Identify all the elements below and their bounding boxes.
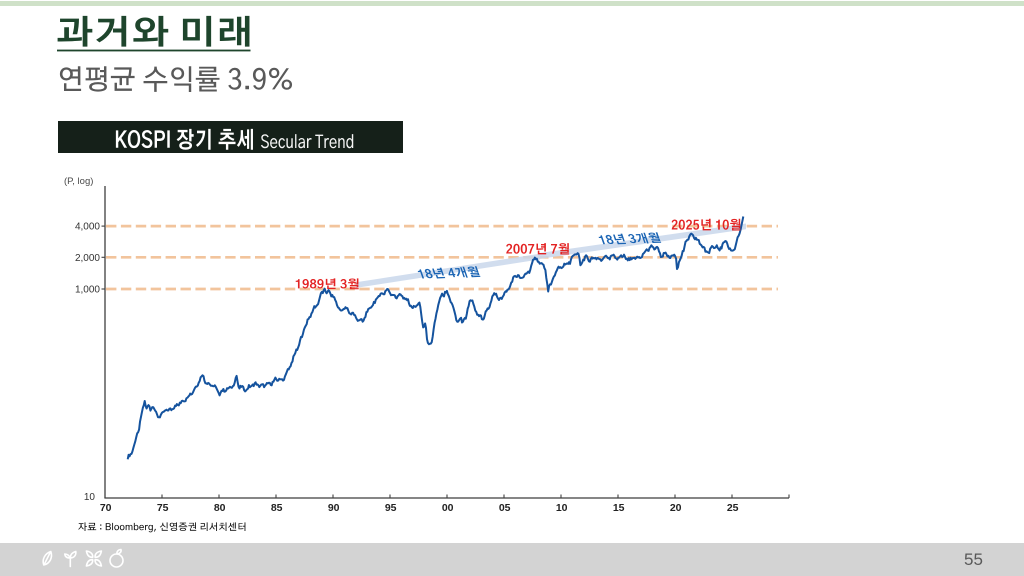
- svg-text:95: 95: [385, 502, 397, 514]
- svg-text:20: 20: [670, 502, 682, 514]
- svg-text:2,000: 2,000: [75, 253, 100, 264]
- svg-text:(P, log): (P, log): [64, 176, 93, 187]
- svg-text:05: 05: [499, 502, 511, 514]
- svg-text:85: 85: [271, 502, 283, 514]
- svg-text:15: 15: [613, 502, 625, 514]
- svg-text:10: 10: [84, 492, 96, 503]
- svg-text:90: 90: [328, 502, 340, 514]
- svg-text:1,000: 1,000: [75, 285, 100, 296]
- svg-text:80: 80: [214, 502, 226, 514]
- svg-text:75: 75: [157, 502, 169, 514]
- svg-text:70: 70: [100, 502, 112, 514]
- svg-text:00: 00: [442, 502, 454, 514]
- svg-text:10: 10: [556, 502, 568, 514]
- svg-text:25: 25: [727, 502, 739, 514]
- svg-text:4,000: 4,000: [75, 222, 100, 233]
